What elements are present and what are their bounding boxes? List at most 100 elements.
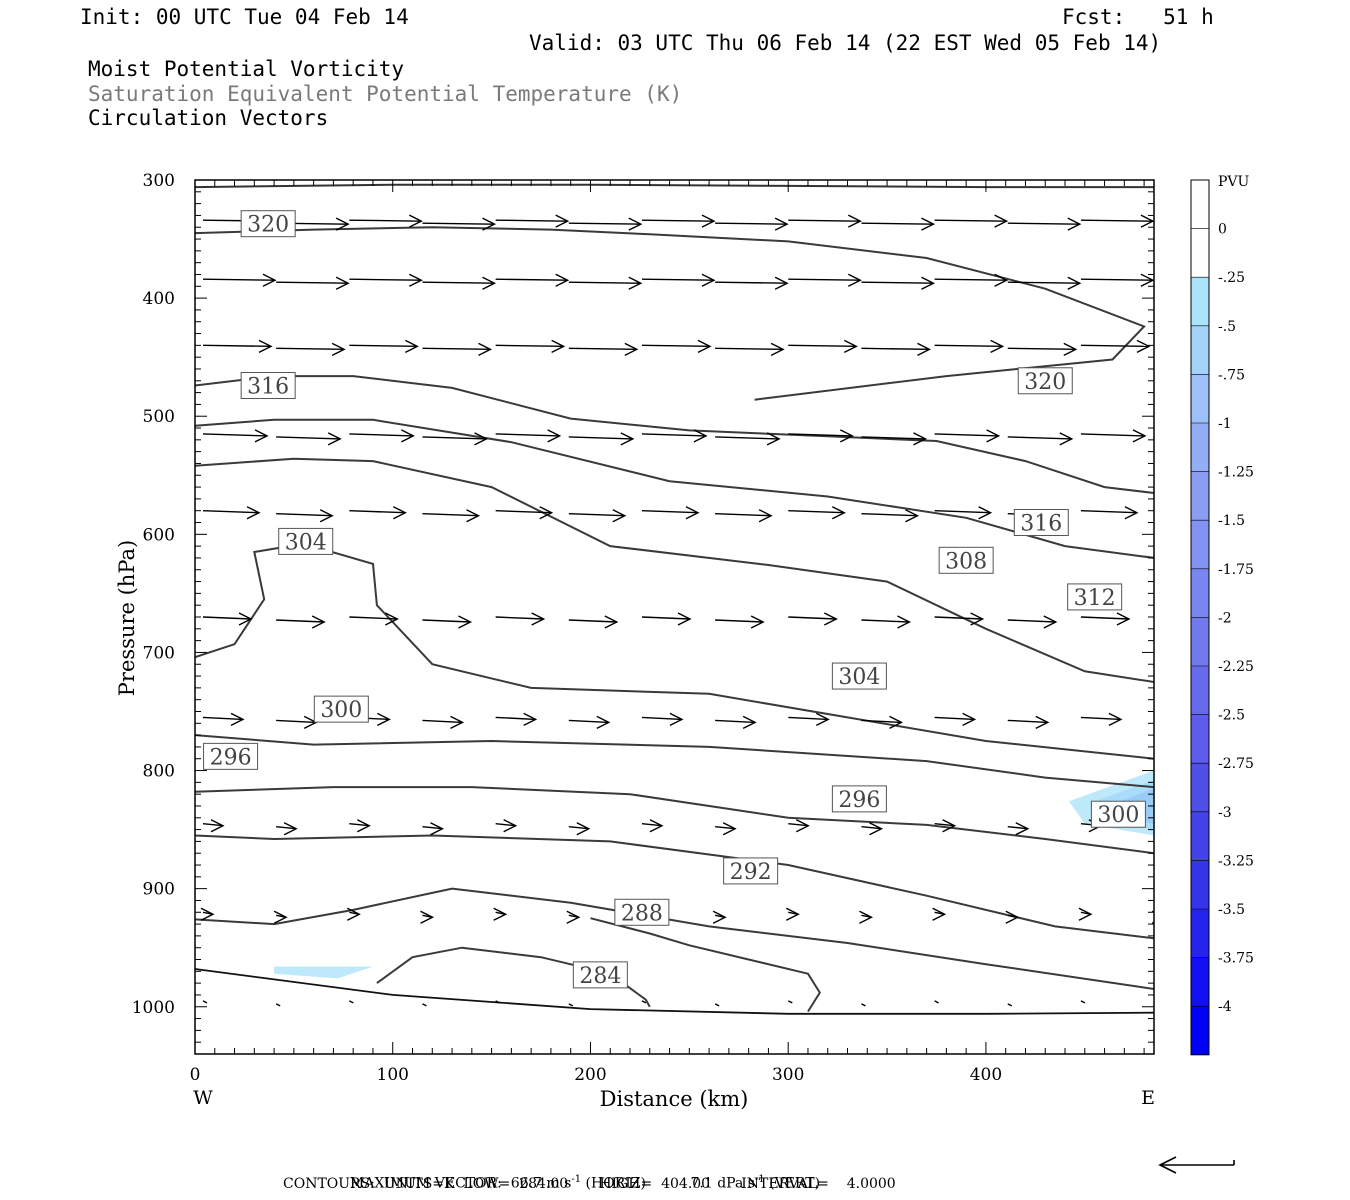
field-circulation-vectors: Circulation Vectors: [88, 106, 329, 130]
field-saturation-theta-e: Saturation Equivalent Potential Temperat…: [88, 82, 683, 106]
circulation-vector: [1154, 343, 1222, 355]
circulation-vector: [641, 429, 708, 443]
x-tick-label: 400: [970, 1065, 1002, 1085]
colorbar-swatch: [1191, 180, 1209, 229]
circulation-vector: [1078, 907, 1093, 921]
colorbar-label: -.5: [1218, 319, 1236, 335]
contour-line-284: [376, 946, 651, 1008]
circulation-vector: [1007, 615, 1058, 629]
circulation-vector: [422, 342, 493, 356]
y-tick-label: 400: [143, 289, 175, 309]
circulation-vector: [566, 910, 581, 924]
ref-vector-head: [1158, 1156, 1177, 1174]
circulation-vector: [788, 612, 838, 626]
circulation-vector: [641, 819, 664, 833]
contour-label-312: 312: [1074, 586, 1116, 611]
circulation-vector: [349, 819, 371, 833]
colorbar-label: -1.5: [1218, 513, 1245, 529]
circulation-vector: [276, 342, 346, 356]
y-tick-label: 300: [143, 171, 175, 191]
circulation-vector: [934, 339, 1005, 353]
circulation-vector: [788, 273, 862, 287]
vert-exp: -1: [754, 1174, 765, 1185]
colorbar-swatch: [1191, 374, 1209, 423]
circulation-vector: [934, 429, 1001, 443]
circulation-vector: [641, 273, 716, 287]
x-axis-label: Distance (km): [600, 1087, 749, 1111]
colorbar-swatch: [1191, 277, 1209, 326]
contour-label-296: 296: [838, 788, 880, 813]
colorbar-label: -2.75: [1218, 756, 1254, 772]
circulation-vector: [568, 715, 611, 730]
circulation-vector: [788, 506, 846, 520]
colorbar-label: -.25: [1218, 270, 1245, 286]
circulation-vector: [568, 432, 635, 446]
circulation-vector: [861, 1003, 866, 1007]
circulation-vector: [420, 910, 435, 924]
circulation-vector: [934, 214, 1009, 228]
forecast-hour: Fcst: 51 h: [1062, 5, 1214, 29]
circulation-vector: [715, 715, 757, 730]
circulation-vector: [349, 339, 419, 353]
contour-label-box: [278, 527, 334, 555]
circulation-vector: [276, 822, 298, 836]
circulation-vector: [715, 615, 765, 629]
west-label: W: [193, 1087, 213, 1109]
x-tick-label: 100: [377, 1065, 409, 1085]
colorbar-label: -1.25: [1218, 465, 1254, 481]
contour-line-312: [195, 418, 1154, 559]
circulation-vector: [641, 612, 692, 626]
horiz-value: 66.7 m s: [510, 1175, 572, 1192]
circulation-vector: [495, 712, 538, 727]
circulation-vector: [422, 217, 497, 231]
circulation-vector: [495, 506, 554, 520]
circulation-vector: [275, 1003, 281, 1007]
circulation-vector: [273, 910, 288, 924]
contour-label-292: 292: [730, 860, 772, 885]
colorbar-swatch: [1191, 228, 1209, 278]
contour-label-box: [313, 695, 369, 723]
circulation-vector: [495, 214, 570, 228]
circulation-vector: [422, 822, 445, 836]
max-vector-label: MAXIMUM VECTOR:: [349, 1175, 502, 1192]
circulation-vector: [861, 509, 920, 523]
circulation-vector: [495, 429, 562, 443]
contour-layer: [195, 183, 1154, 1015]
circulation-vector: [1154, 716, 1194, 728]
terrain-line: [195, 968, 1154, 1015]
contour-line-308: [195, 457, 1154, 683]
circulation-vector: [934, 612, 985, 626]
contour-label-box: [831, 662, 887, 690]
colorbar-label: -3.5: [1218, 902, 1245, 918]
colorbar-swatch: [1191, 860, 1209, 909]
circulation-vector: [495, 339, 566, 353]
vert-unit: (VERT): [769, 1175, 821, 1192]
circulation-vector: [788, 819, 810, 833]
circulation-vector: [202, 273, 277, 287]
circulation-vector: [859, 910, 874, 924]
contour-label-box: [240, 372, 296, 400]
circulation-vector: [934, 712, 977, 727]
y-tick-label: 700: [143, 643, 175, 663]
circulation-vector: [934, 506, 993, 520]
circulation-vector: [932, 907, 947, 921]
contour-line-300: [195, 734, 1154, 789]
contour-label-box: [938, 546, 994, 574]
y-tick-label: 600: [143, 525, 175, 545]
circulation-vector: [1007, 276, 1082, 290]
circulation-vector: [349, 429, 415, 443]
colorbar-swatch: [1191, 957, 1209, 1007]
pv-shading-layer: [274, 770, 1154, 979]
circulation-vector: [1154, 823, 1174, 835]
x-tick-label: 300: [772, 1065, 804, 1085]
circulation-vector: [788, 214, 862, 228]
circulation-vector: [276, 509, 334, 523]
y-tick-label: 500: [143, 407, 175, 427]
vector-layer: [200, 214, 1222, 1007]
horiz-unit: (HORIZ): [585, 1175, 646, 1192]
circulation-vector: [861, 432, 928, 446]
circulation-vector: [276, 715, 318, 730]
colorbar-label: -.75: [1218, 367, 1245, 383]
circulation-vector: [495, 1000, 500, 1004]
